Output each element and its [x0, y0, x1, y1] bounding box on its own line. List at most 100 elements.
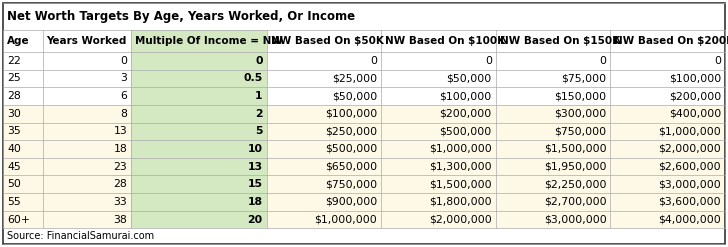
Bar: [131, 87, 266, 105]
Text: 33: 33: [114, 197, 127, 207]
Text: $300,000: $300,000: [554, 109, 606, 119]
Bar: [131, 193, 266, 211]
Bar: [610, 140, 725, 158]
Bar: [610, 211, 725, 228]
Bar: [3, 87, 43, 105]
Bar: [43, 175, 131, 193]
Text: $650,000: $650,000: [325, 162, 377, 172]
Text: $400,000: $400,000: [669, 109, 721, 119]
Bar: [266, 140, 381, 158]
Bar: [381, 30, 496, 52]
Text: Multiple Of Income = NW: Multiple Of Income = NW: [135, 36, 283, 46]
Bar: [131, 123, 266, 140]
Bar: [3, 140, 43, 158]
Text: 23: 23: [114, 162, 127, 172]
Text: $3,000,000: $3,000,000: [544, 214, 606, 225]
Text: 0: 0: [714, 56, 721, 66]
Text: $250,000: $250,000: [325, 126, 377, 136]
Text: 1: 1: [255, 91, 263, 101]
Text: $200,000: $200,000: [440, 109, 492, 119]
Text: NW Based On $200K: NW Based On $200K: [614, 36, 728, 46]
Text: 22: 22: [7, 56, 21, 66]
Bar: [381, 105, 496, 123]
Bar: [610, 70, 725, 87]
Text: $100,000: $100,000: [325, 109, 377, 119]
Bar: [381, 70, 496, 87]
Text: 0: 0: [485, 56, 492, 66]
Bar: [43, 30, 131, 52]
Bar: [3, 123, 43, 140]
Text: 28: 28: [7, 91, 21, 101]
Text: 0: 0: [371, 56, 377, 66]
Bar: [131, 30, 266, 52]
Bar: [496, 52, 610, 70]
Bar: [496, 211, 610, 228]
Text: NW Based On $100K: NW Based On $100K: [385, 36, 505, 46]
Bar: [610, 30, 725, 52]
Text: $2,250,000: $2,250,000: [544, 179, 606, 189]
Text: $2,000,000: $2,000,000: [429, 214, 492, 225]
Text: $75,000: $75,000: [561, 73, 606, 83]
Bar: [3, 175, 43, 193]
Text: $200,000: $200,000: [669, 91, 721, 101]
Text: 0: 0: [255, 56, 263, 66]
Bar: [3, 30, 43, 52]
Text: $3,000,000: $3,000,000: [658, 179, 721, 189]
Text: 18: 18: [114, 144, 127, 154]
Text: 55: 55: [7, 197, 21, 207]
Text: 6: 6: [120, 91, 127, 101]
Text: $3,600,000: $3,600,000: [658, 197, 721, 207]
Bar: [266, 211, 381, 228]
Bar: [43, 140, 131, 158]
Bar: [610, 175, 725, 193]
Bar: [43, 123, 131, 140]
Bar: [43, 211, 131, 228]
Text: 18: 18: [248, 197, 263, 207]
Text: 25: 25: [7, 73, 21, 83]
Text: 8: 8: [120, 109, 127, 119]
Text: $1,500,000: $1,500,000: [544, 144, 606, 154]
Bar: [266, 158, 381, 175]
Text: $100,000: $100,000: [669, 73, 721, 83]
Bar: [496, 158, 610, 175]
Bar: [3, 228, 725, 244]
Text: 45: 45: [7, 162, 21, 172]
Text: $1,500,000: $1,500,000: [430, 179, 492, 189]
Bar: [43, 158, 131, 175]
Text: $1,000,000: $1,000,000: [314, 214, 377, 225]
Bar: [43, 70, 131, 87]
Text: 10: 10: [248, 144, 263, 154]
Bar: [496, 87, 610, 105]
Text: $2,600,000: $2,600,000: [658, 162, 721, 172]
Text: 20: 20: [248, 214, 263, 225]
Text: 30: 30: [7, 109, 21, 119]
Text: 13: 13: [114, 126, 127, 136]
Text: $25,000: $25,000: [332, 73, 377, 83]
Bar: [43, 105, 131, 123]
Text: 3: 3: [120, 73, 127, 83]
Text: $1,000,000: $1,000,000: [429, 144, 492, 154]
Bar: [496, 123, 610, 140]
Bar: [381, 158, 496, 175]
Text: $150,000: $150,000: [554, 91, 606, 101]
Text: 0.5: 0.5: [243, 73, 263, 83]
Text: $2,700,000: $2,700,000: [544, 197, 606, 207]
Text: 28: 28: [114, 179, 127, 189]
Bar: [610, 105, 725, 123]
Text: $2,000,000: $2,000,000: [658, 144, 721, 154]
Bar: [131, 211, 266, 228]
Text: $1,800,000: $1,800,000: [430, 197, 492, 207]
Bar: [381, 211, 496, 228]
Bar: [131, 52, 266, 70]
Text: $50,000: $50,000: [332, 91, 377, 101]
Bar: [3, 211, 43, 228]
Bar: [381, 140, 496, 158]
Bar: [43, 52, 131, 70]
Text: 0: 0: [599, 56, 606, 66]
Bar: [381, 52, 496, 70]
Bar: [610, 87, 725, 105]
Bar: [266, 30, 381, 52]
Bar: [381, 87, 496, 105]
Bar: [3, 3, 725, 30]
Text: $50,000: $50,000: [446, 73, 492, 83]
